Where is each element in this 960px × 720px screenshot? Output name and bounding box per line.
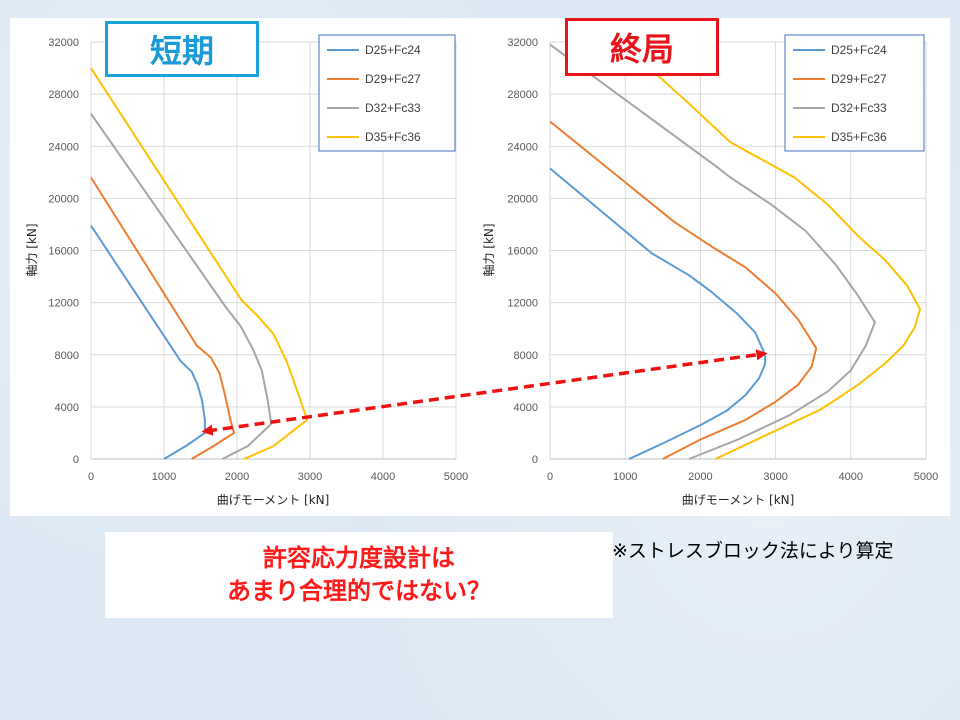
y-tick-label: 4000 <box>55 402 79 414</box>
x-tick-label: 4000 <box>839 471 863 483</box>
y-tick-label: 20000 <box>507 193 538 205</box>
series-line-d35-fc36 <box>90 67 309 460</box>
legend-box <box>318 34 456 152</box>
y-tick-label: 16000 <box>507 246 538 258</box>
ultimate-title: 終局 <box>565 18 719 76</box>
legend-label: D35+Fc36 <box>831 130 887 144</box>
x-tick-label: 1000 <box>152 471 176 483</box>
y-tick-label: 0 <box>532 454 538 466</box>
y-tick-label: 32000 <box>48 37 79 49</box>
conclusion-box: 許容応力度設計は あまり合理的ではない？ <box>105 532 613 618</box>
y-tick-label: 24000 <box>507 141 538 153</box>
x-tick-label: 5000 <box>914 471 938 483</box>
series-line-d25-fc24 <box>549 167 767 460</box>
series-line-d35-fc36 <box>643 62 921 460</box>
x-tick-label: 3000 <box>298 471 322 483</box>
x-tick-label: 2000 <box>225 471 249 483</box>
legend-label: D25+Fc24 <box>365 43 421 57</box>
x-tick-label: 0 <box>547 471 553 483</box>
legend-box <box>784 34 925 152</box>
series-line-d25-fc24 <box>90 225 206 460</box>
legend-label: D35+Fc36 <box>365 130 421 144</box>
legend-label: D25+Fc24 <box>831 43 887 57</box>
y-tick-label: 24000 <box>48 141 79 153</box>
method-note: ※ストレスブロック法により算定 <box>612 540 894 562</box>
y-tick-label: 4000 <box>514 402 538 414</box>
x-tick-label: 3000 <box>763 471 787 483</box>
x-tick-label: 1000 <box>613 471 637 483</box>
y-tick-label: 20000 <box>48 193 79 205</box>
y-tick-label: 28000 <box>48 89 79 101</box>
x-tick-label: 4000 <box>371 471 395 483</box>
x-tick-label: 2000 <box>688 471 712 483</box>
y-tick-label: 8000 <box>55 350 79 362</box>
legend-label: D32+Fc33 <box>365 101 421 115</box>
y-tick-label: 28000 <box>507 89 538 101</box>
legend-label: D29+Fc27 <box>831 72 887 86</box>
y-tick-label: 8000 <box>514 350 538 362</box>
y-tick-label: 12000 <box>507 298 538 310</box>
series-line-d29-fc27 <box>90 176 236 460</box>
x-axis-label: 曲げモーメント [kN] <box>217 493 330 507</box>
short-term-title: 短期 <box>105 21 259 77</box>
conclusion-line-1: 許容応力度設計は <box>263 544 455 572</box>
y-axis-label: 軸力 [kN] <box>482 223 496 276</box>
series-line-d32-fc33 <box>549 43 876 460</box>
y-tick-label: 32000 <box>507 37 538 49</box>
comparison-arrow <box>201 349 768 436</box>
series-line-d29-fc27 <box>549 120 818 460</box>
y-tick-label: 0 <box>73 454 79 466</box>
chart-short-term: 0 4000 8000 12000 16000 20000 24000 28000 32000 0… <box>25 34 468 507</box>
y-tick-label: 16000 <box>48 246 79 258</box>
legend-label: D29+Fc27 <box>365 72 421 86</box>
x-axis-label: 曲げモーメント [kN] <box>682 493 795 507</box>
conclusion-line-2: あまり合理的ではない？ <box>227 577 491 605</box>
chart-ultimate: 0 4000 8000 12000 16000 20000 24000 28000 32000 0… <box>482 34 938 507</box>
x-tick-label: 0 <box>88 471 94 483</box>
y-axis-label: 軸力 [kN] <box>25 223 39 276</box>
legend-label: D32+Fc33 <box>831 101 887 115</box>
y-tick-label: 12000 <box>48 298 79 310</box>
x-tick-label: 5000 <box>444 471 468 483</box>
